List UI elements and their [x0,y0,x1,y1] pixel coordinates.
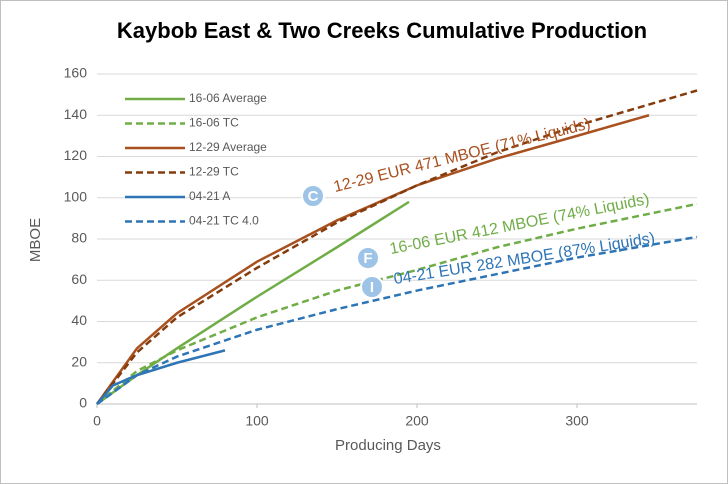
series-line [96,202,698,405]
series-line [96,200,410,406]
y-axis-label: MBOE [27,218,44,262]
y-tick-label: 140 [64,106,88,122]
legend-label: 12-29 TC [189,165,239,179]
y-tick-label: 20 [71,353,87,369]
legend-label: 16-06 Average [189,91,267,105]
y-tick-label: 60 [71,271,87,287]
y-tick-label: 100 [64,188,88,204]
y-tick-label: 160 [64,65,88,81]
series-line [96,89,698,405]
series-line [96,235,698,406]
y-tick-label: 40 [71,312,87,328]
y-tick-label: 80 [71,230,87,246]
y-tick-label: 0 [79,395,87,411]
x-axis-label: Producing Days [335,437,441,454]
series-line [95,114,650,405]
legend-label: 12-29 Average [189,140,267,154]
legend-label: 16-06 TC [189,116,239,130]
y-tick-label: 120 [64,147,88,163]
x-tick-label: 100 [245,413,269,429]
annotation-badge [360,275,384,299]
annotation-letter: I [370,279,374,296]
annotation-badge [301,184,325,208]
x-tick-label: 300 [565,413,589,429]
chart-title: Kaybob East & Two Creeks Cumulative Prod… [117,18,647,43]
x-tick-label: 0 [93,413,101,429]
annotation-letter: F [363,250,372,267]
legend-label: 04-21 TC 4.0 [189,214,259,228]
legend-label: 04-21 A [189,189,230,203]
annotation-letter: C [308,188,319,205]
annotation-badge [356,246,380,270]
x-tick-label: 200 [405,413,429,429]
